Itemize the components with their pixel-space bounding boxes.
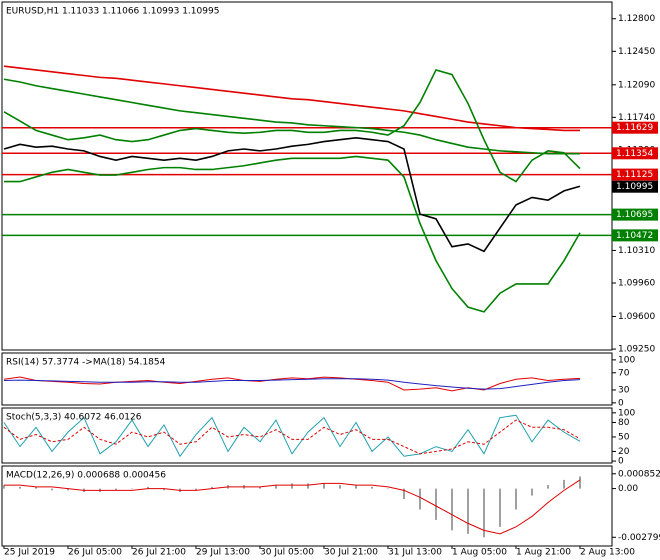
series-line (3, 65, 580, 132)
y-tick-label: 20 (618, 447, 630, 457)
last-price-label: 1.10995 (616, 182, 653, 192)
histogram-bar (467, 488, 469, 534)
histogram-bar (323, 483, 325, 489)
level-tag (612, 229, 658, 242)
histogram-bar (51, 488, 53, 491)
histogram-bar (451, 488, 453, 531)
y-tick-label: 0.000852 (618, 469, 660, 479)
histogram-bar (291, 483, 293, 489)
histogram-bar (531, 488, 533, 496)
y-tick-label: 1.11740 (618, 113, 655, 123)
level-label: 1.11629 (616, 123, 653, 133)
series-line (3, 376, 581, 392)
histogram-bar (35, 486, 37, 489)
x-tick-label: 26 Jul 21:00 (132, 548, 186, 558)
level-tag (612, 168, 658, 181)
x-tick-label: 2 Aug 13:00 (580, 548, 635, 558)
x-tick-label: 30 Jul 05:00 (260, 548, 314, 558)
y-tick-label: 1.09960 (618, 279, 655, 289)
y-tick-label: 0.00 (618, 484, 638, 494)
series-line (3, 78, 580, 155)
level-label: 1.10695 (616, 210, 653, 220)
histogram-bar (403, 488, 405, 500)
histogram-bar (19, 486, 21, 489)
histogram-bar (163, 488, 165, 491)
histogram-bar (211, 486, 213, 489)
histogram-bar (515, 488, 517, 510)
histogram-bar (355, 485, 357, 489)
histogram-bar (339, 485, 341, 489)
panel-frame (1, 407, 613, 464)
y-tick-label: 100 (618, 408, 635, 418)
histogram-bar (275, 485, 277, 489)
histogram-bar (195, 488, 197, 491)
last-price-tag (612, 180, 658, 193)
level-label: 1.11125 (616, 170, 653, 180)
x-tick-label: 29 Jul 13:00 (196, 548, 250, 558)
y-tick-label: 80 (618, 418, 630, 428)
histogram-bar (3, 485, 5, 489)
histogram-bar (483, 488, 485, 538)
panel-title: Stoch(5,3,3) 40.6072 46.0126 (6, 413, 142, 423)
level-tag (612, 147, 658, 160)
histogram-bar (547, 485, 549, 489)
y-tick-label: 50 (618, 432, 630, 442)
panel-title: EURUSD,H1 1.11033 1.11066 1.10993 1.1099… (6, 7, 219, 17)
panel-title: RSI(14) 57.3774 ->MA(18) 54.1854 (6, 358, 166, 368)
y-tick-label: 1.12800 (618, 14, 655, 24)
series-line (4, 155, 581, 313)
y-tick-label: -0.002799 (618, 533, 660, 543)
histogram-bar (371, 486, 373, 489)
histogram-bar (435, 488, 437, 520)
y-tick-label: 1.09250 (618, 345, 655, 355)
series-line (3, 414, 581, 458)
histogram-bar (563, 479, 565, 489)
y-tick-label: 1.10310 (618, 246, 655, 256)
x-tick-label: 1 Aug 05:00 (452, 548, 507, 558)
y-tick-label: 1.12450 (618, 47, 655, 57)
y-tick-label: 70 (618, 368, 630, 378)
histogram-bar (67, 488, 69, 491)
panel-frame (1, 465, 613, 547)
histogram-bar (499, 488, 501, 527)
level-label: 1.10472 (616, 231, 653, 241)
series-line (3, 68, 581, 183)
histogram-bar (579, 476, 581, 489)
y-tick-label: 100 (618, 355, 635, 365)
x-tick-label: 25 Jul 2019 (4, 548, 55, 558)
histogram-bar (307, 483, 309, 489)
series-line (3, 137, 581, 253)
histogram-bar (259, 486, 261, 489)
panel-title: MACD(12,26,9) 0.000688 0.000456 (6, 471, 166, 481)
level-label: 1.11354 (616, 149, 653, 159)
series-line (3, 419, 581, 455)
histogram-bar (115, 488, 117, 491)
level-tag (612, 121, 658, 134)
y-tick-label: 1.12090 (618, 80, 655, 90)
x-tick-label: 31 Jul 13:00 (388, 548, 442, 558)
x-tick-label: 30 Jul 21:00 (324, 548, 378, 558)
histogram-bar (387, 488, 389, 490)
series-line (4, 479, 581, 535)
level-tag (612, 208, 658, 221)
histogram-bar (131, 488, 133, 490)
y-tick-label: 30 (618, 385, 630, 395)
histogram-bar (147, 486, 149, 489)
x-tick-label: 26 Jul 05:00 (68, 548, 122, 558)
y-tick-label: 1.09600 (618, 312, 655, 322)
panel-frame (1, 352, 613, 406)
x-tick-label: 1 Aug 21:00 (516, 548, 571, 558)
series-line (3, 378, 581, 390)
histogram-bar (419, 488, 421, 510)
y-tick-label: 0 (618, 398, 624, 408)
y-tick-label: 0 (618, 457, 624, 467)
